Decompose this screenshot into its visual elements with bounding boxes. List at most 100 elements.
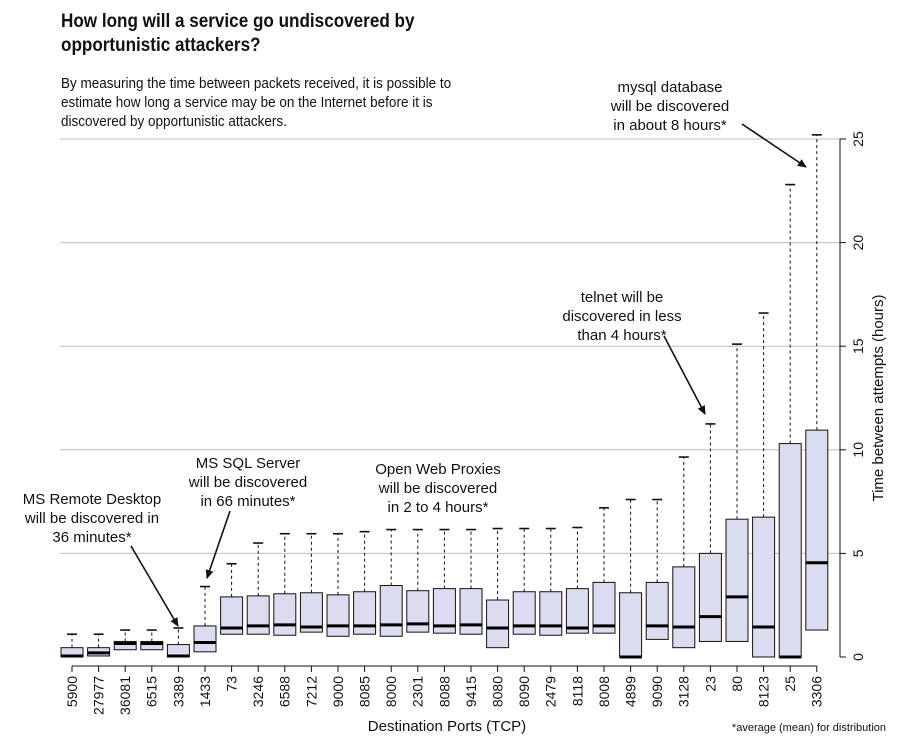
box-rect-8118 xyxy=(565,588,589,634)
box-2479 xyxy=(539,527,563,636)
box-rect-3128 xyxy=(672,566,696,649)
box-7212 xyxy=(299,532,323,633)
box-rect-7212 xyxy=(299,592,323,633)
arrow-ms-remote-desktop xyxy=(130,545,179,627)
y-tick-label: 20 xyxy=(850,235,866,251)
box-9000 xyxy=(326,532,350,637)
box-rect-2479 xyxy=(539,591,563,636)
y-tick-label: 0 xyxy=(850,653,866,661)
annotation-ms-sql-server: MS SQL Server will be discovered in 66 m… xyxy=(188,455,308,510)
box-25 xyxy=(778,183,802,659)
x-tick-label-25: 25 xyxy=(782,676,798,692)
chart-subtitle: By measuring the time between packets re… xyxy=(61,75,452,130)
box-rect-2301 xyxy=(406,590,430,633)
x-tick-label-80: 80 xyxy=(729,676,745,692)
y-axis-title: Time between attempts (hours) xyxy=(870,294,887,501)
box-9415 xyxy=(459,528,483,635)
arrow-ms-sql-server xyxy=(205,510,231,579)
x-tick-label-9090: 9090 xyxy=(649,676,665,707)
box-rect-9000 xyxy=(326,594,350,637)
box-group xyxy=(60,134,829,659)
box-36081 xyxy=(113,629,137,651)
box-23 xyxy=(698,423,722,642)
box-9090 xyxy=(645,498,669,640)
x-tick-label-3246: 3246 xyxy=(250,676,266,707)
box-rect-8123 xyxy=(752,516,776,658)
box-5900 xyxy=(60,633,84,658)
y-tick-label: 10 xyxy=(850,442,866,458)
x-tick-label-8088: 8088 xyxy=(436,676,452,707)
box-8008 xyxy=(592,507,616,634)
box-rect-8085 xyxy=(353,591,377,635)
box-8123 xyxy=(752,312,776,658)
box-rect-23 xyxy=(698,552,722,642)
x-tick-label-6515: 6515 xyxy=(144,676,160,707)
x-tick-label-6588: 6588 xyxy=(277,676,293,707)
arrow-mysql xyxy=(741,123,807,168)
box-8080 xyxy=(486,527,510,649)
box-rect-8008 xyxy=(592,581,616,634)
y-tick-label: 25 xyxy=(850,131,866,147)
x-tick-label-8008: 8008 xyxy=(596,676,612,707)
footnote: *average (mean) for distribution xyxy=(731,722,886,734)
x-tick-label-1433: 1433 xyxy=(197,676,213,707)
x-tick-label-3306: 3306 xyxy=(809,676,825,707)
x-tick-label-8123: 8123 xyxy=(756,676,772,707)
x-axis-title: Destination Ports (TCP) xyxy=(368,718,526,735)
box-3246 xyxy=(246,542,270,635)
y-axis: 0 5 10 15 20 25 xyxy=(839,131,866,661)
x-tick-label-9000: 9000 xyxy=(330,676,346,707)
box-rect-8088 xyxy=(432,588,456,634)
x-tick-label-36081: 36081 xyxy=(117,676,133,715)
box-rect-6515 xyxy=(140,640,164,651)
x-tick-label-7212: 7212 xyxy=(303,676,319,707)
x-tick-label-8080: 8080 xyxy=(490,676,506,707)
box-rect-8090 xyxy=(512,591,536,635)
x-tick-label-8000: 8000 xyxy=(383,676,399,707)
box-8085 xyxy=(353,530,377,635)
y-tick-label: 5 xyxy=(850,549,866,557)
x-tick-label-9415: 9415 xyxy=(463,676,479,707)
grid-lines xyxy=(60,138,840,554)
x-tick-label-73: 73 xyxy=(224,676,240,692)
box-6588 xyxy=(273,532,297,636)
x-tick-label-8118: 8118 xyxy=(569,676,585,706)
x-tick-label-27977: 27977 xyxy=(91,676,107,715)
x-tick-label-3389: 3389 xyxy=(170,676,186,707)
box-8088 xyxy=(432,528,456,634)
box-rect-3246 xyxy=(246,595,270,635)
annotation-arrows xyxy=(130,123,807,627)
box-80 xyxy=(725,343,749,642)
box-rect-9415 xyxy=(459,588,483,635)
annotation-mysql: mysql database will be discovered in abo… xyxy=(610,79,730,134)
annotation-open-web-proxies: Open Web Proxies will be discovered in 2… xyxy=(375,461,501,516)
x-tick-label-2301: 2301 xyxy=(410,676,426,707)
box-rect-8080 xyxy=(486,599,510,649)
x-axis: 5900 27977 36081 6515 3389 1433 73 3246 6588 7212… xyxy=(64,665,825,715)
box-8000 xyxy=(379,528,403,637)
box-rect-1433 xyxy=(193,625,217,653)
x-tick-label-8085: 8085 xyxy=(357,676,373,707)
box-4899 xyxy=(619,498,643,659)
box-3389 xyxy=(166,627,190,658)
x-tick-label-8090: 8090 xyxy=(516,676,532,707)
x-tick-label-4899: 4899 xyxy=(623,676,639,707)
arrow-telnet xyxy=(663,335,706,415)
box-8118 xyxy=(565,526,589,634)
box-3306 xyxy=(805,134,829,631)
y-tick-label: 15 xyxy=(850,338,866,354)
box-rect-6588 xyxy=(273,593,297,636)
box-rect-73 xyxy=(220,596,244,635)
x-tick-label-23: 23 xyxy=(702,676,718,692)
annotation-telnet: telnet will be discovered in less than 4… xyxy=(562,289,682,344)
box-rect-36081 xyxy=(113,640,137,651)
box-1433 xyxy=(193,585,217,653)
box-73 xyxy=(220,562,244,635)
box-rect-3306 xyxy=(805,429,829,631)
chart-title: How long will a service go undiscovered … xyxy=(61,11,415,56)
box-2301 xyxy=(406,528,430,633)
annotation-ms-remote-desktop: MS Remote Desktop will be discovered in … xyxy=(22,491,162,546)
box-rect-80 xyxy=(725,518,749,642)
x-tick-label-3128: 3128 xyxy=(676,676,692,707)
